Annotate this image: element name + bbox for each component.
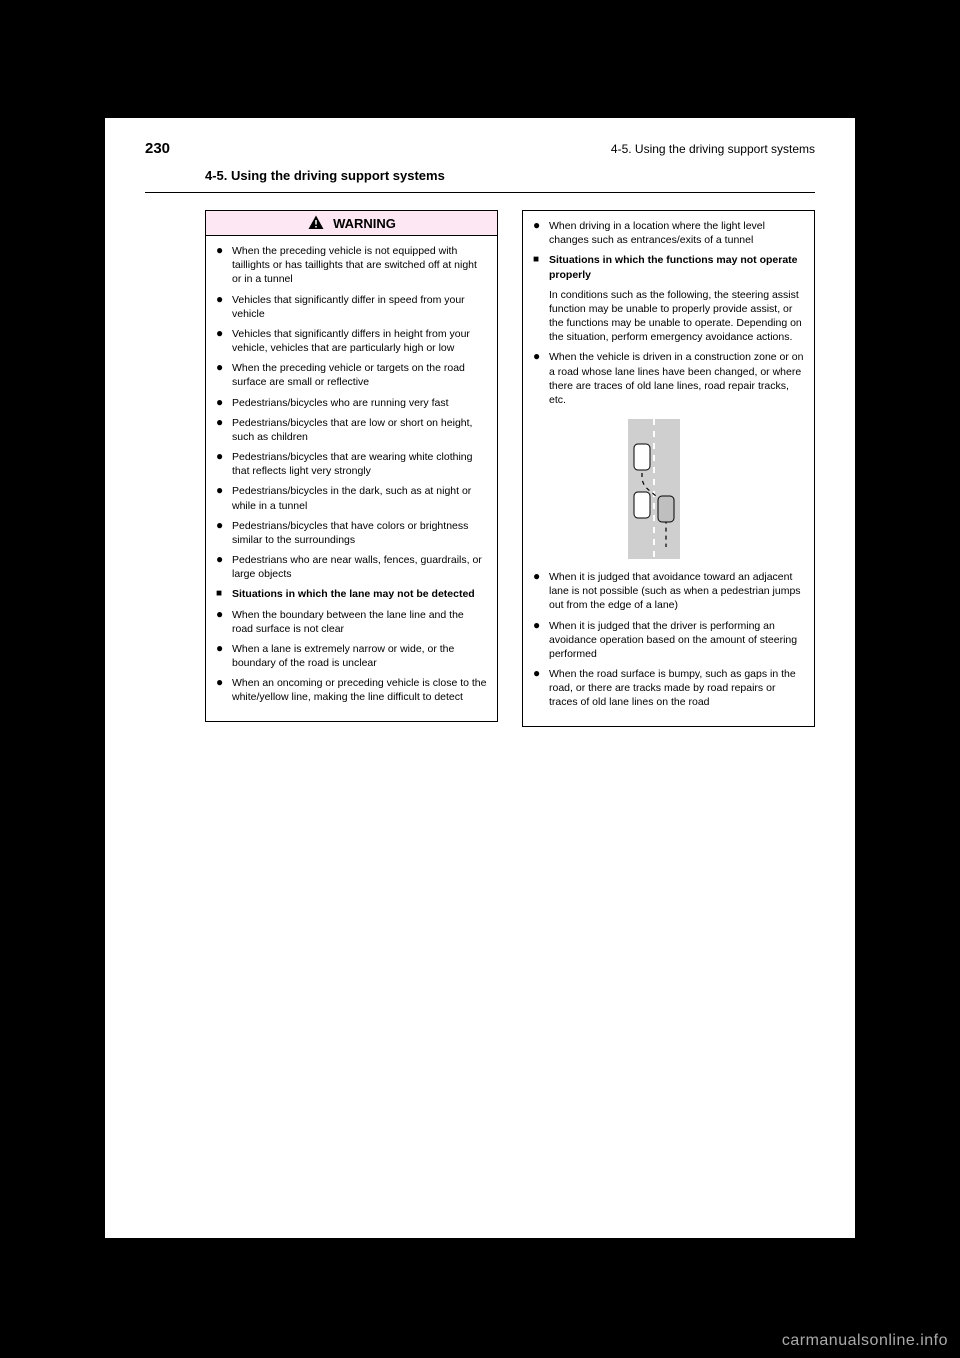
list-item: ●When it is judged that the driver is pe… bbox=[533, 619, 804, 662]
bullet-icon: ● bbox=[216, 361, 226, 389]
item-text: Pedestrians/bicycles that are wearing wh… bbox=[232, 450, 487, 478]
item-text: When it is judged that the driver is per… bbox=[549, 619, 804, 662]
warning-box-left: ●When the preceding vehicle is not equip… bbox=[205, 236, 498, 722]
item-text: When the vehicle is driven in a construc… bbox=[549, 350, 804, 407]
header-rule bbox=[145, 192, 815, 193]
list-item: ●Vehicles that significantly differs in … bbox=[216, 327, 487, 355]
bullet-icon: ● bbox=[216, 519, 226, 547]
list-item: ●Pedestrians/bicycles that are low or sh… bbox=[216, 416, 487, 444]
bullet-icon: ● bbox=[216, 676, 226, 704]
list-item: ●Pedestrians who are near walls, fences,… bbox=[216, 553, 487, 581]
item-text: Pedestrians/bicycles in the dark, such a… bbox=[232, 484, 487, 512]
square-bullet-icon: ■ bbox=[216, 587, 226, 601]
bullet-icon: ● bbox=[216, 608, 226, 636]
manual-page: 230 4-5. Using the driving support syste… bbox=[105, 118, 855, 1238]
intro-text: In conditions such as the following, the… bbox=[549, 288, 804, 345]
item-text: Pedestrians/bicycles who are running ver… bbox=[232, 396, 487, 410]
bullet-icon: ● bbox=[216, 244, 226, 287]
item-text: Pedestrians/bicycles that have colors or… bbox=[232, 519, 487, 547]
sub-heading: ■Situations in which the functions may n… bbox=[533, 253, 804, 281]
bullet-icon: ● bbox=[533, 350, 543, 407]
bullet-icon: ● bbox=[533, 570, 543, 613]
item-text: Pedestrians/bicycles that are low or sho… bbox=[232, 416, 487, 444]
item-text: When the preceding vehicle or targets on… bbox=[232, 361, 487, 389]
list-item: ●Pedestrians/bicycles that are wearing w… bbox=[216, 450, 487, 478]
list-item: ●Pedestrians/bicycles in the dark, such … bbox=[216, 484, 487, 512]
item-text: When the boundary between the lane line … bbox=[232, 608, 487, 636]
watermark: carmanualsonline.info bbox=[782, 1332, 948, 1350]
list-item: ● Pedestrians/bicycles who are running ve… bbox=[216, 396, 487, 410]
list-item: ●When driving in a location where the li… bbox=[533, 219, 804, 247]
intro-paragraph: In conditions such as the following, the… bbox=[533, 288, 804, 345]
warning-box-right: ●When driving in a location where the li… bbox=[522, 210, 815, 727]
list-item: ●Pedestrians/bicycles that have colors o… bbox=[216, 519, 487, 547]
content-columns: WARNING ●When the preceding vehicle is n… bbox=[205, 210, 815, 1198]
list-item: ●When a lane is extremely narrow or wide… bbox=[216, 642, 487, 670]
item-text: When it is judged that avoidance toward … bbox=[549, 570, 804, 613]
sub-heading-text: Situations in which the lane may not be … bbox=[232, 587, 475, 601]
square-bullet-icon: ■ bbox=[533, 253, 543, 281]
list-item: ●When the vehicle is driven in a constru… bbox=[533, 350, 804, 407]
right-column: ●When driving in a location where the li… bbox=[522, 210, 815, 1198]
item-text: When driving in a location where the lig… bbox=[549, 219, 804, 247]
list-item: ●When the preceding vehicle or targets o… bbox=[216, 361, 487, 389]
item-text: Pedestrians who are near walls, fences, … bbox=[232, 553, 487, 581]
item-text: Vehicles that significantly differ in sp… bbox=[232, 293, 487, 321]
bullet-icon: ● bbox=[216, 416, 226, 444]
bullet-icon: ● bbox=[533, 219, 543, 247]
breadcrumb: 4-5. Using the driving support systems bbox=[611, 142, 815, 156]
warning-header: WARNING bbox=[205, 210, 498, 236]
bullet-icon: ● bbox=[216, 553, 226, 581]
left-column: WARNING ●When the preceding vehicle is n… bbox=[205, 210, 498, 1198]
page-number: 230 bbox=[145, 140, 170, 157]
item-text: Vehicles that significantly differs in h… bbox=[232, 327, 487, 355]
warning-triangle-icon bbox=[307, 214, 325, 232]
lane-avoidance-diagram bbox=[549, 419, 759, 559]
page-header: 230 4-5. Using the driving support syste… bbox=[145, 140, 815, 157]
list-item: ●When the preceding vehicle is not equip… bbox=[216, 244, 487, 287]
bullet-icon: ● bbox=[216, 293, 226, 321]
item-text: When an oncoming or preceding vehicle is… bbox=[232, 676, 487, 704]
bullet-icon: ● bbox=[216, 642, 226, 670]
item-text: When the preceding vehicle is not equipp… bbox=[232, 244, 487, 287]
sub-heading: ■ Situations in which the lane may not be… bbox=[216, 587, 487, 601]
list-item: ●When an oncoming or preceding vehicle i… bbox=[216, 676, 487, 704]
list-item: ●When the road surface is bumpy, such as… bbox=[533, 667, 804, 710]
sub-heading-text: Situations in which the functions may no… bbox=[549, 253, 804, 281]
bullet-icon: ● bbox=[216, 396, 226, 410]
warning-label: WARNING bbox=[333, 216, 396, 231]
list-item: ●When the boundary between the lane line… bbox=[216, 608, 487, 636]
bullet-icon: ● bbox=[216, 450, 226, 478]
item-text: When a lane is extremely narrow or wide,… bbox=[232, 642, 487, 670]
section-title: 4-5. Using the driving support systems bbox=[205, 168, 445, 183]
bullet-icon: ● bbox=[216, 484, 226, 512]
list-item: ●When it is judged that avoidance toward… bbox=[533, 570, 804, 613]
bullet-icon: ● bbox=[533, 619, 543, 662]
item-text: When the road surface is bumpy, such as … bbox=[549, 667, 804, 710]
bullet-icon: ● bbox=[216, 327, 226, 355]
bullet-icon: ● bbox=[533, 667, 543, 710]
list-item: ●Vehicles that significantly differ in s… bbox=[216, 293, 487, 321]
